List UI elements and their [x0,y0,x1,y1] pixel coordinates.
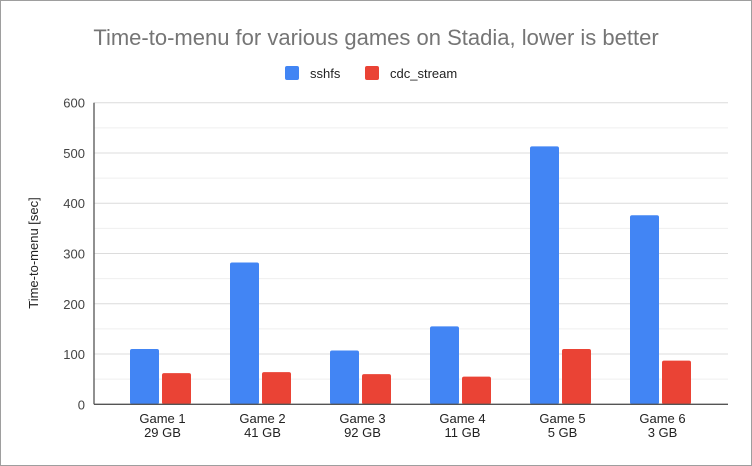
legend-swatch-sshfs [285,66,299,80]
bar-cdc_stream-4 [462,376,491,405]
y-axis-label: Time-to-menu [sec] [26,197,41,309]
legend: sshfs cdc_stream [285,66,457,81]
y-axis-ticks: 0 100 200 300 400 500 600 [63,96,85,413]
bar-cdc_stream-6 [662,360,691,405]
legend-label-sshfs: sshfs [310,66,341,81]
x-tick-label: 3 GB [648,425,678,440]
x-tick-label: Game 3 [339,411,385,426]
bar-cdc_stream-5 [562,349,591,405]
legend-swatch-cdc_stream [365,66,379,80]
chart-title: Time-to-menu for various games on Stadia… [93,25,658,50]
bars [130,146,691,405]
y-tick-label: 600 [63,96,85,111]
x-tick-label: 11 GB [445,425,481,440]
x-tick-label: 29 GB [144,425,181,440]
x-axis-ticks: Game 129 GB Game 241 GB Game 392 GB Game 41… [139,411,685,440]
y-tick-label: 300 [63,247,85,262]
bar-sshfs-4 [430,326,459,405]
bar-sshfs-6 [630,215,659,405]
x-tick-label: Game 4 [439,411,485,426]
x-tick-label: Game 1 [139,411,185,426]
bar-sshfs-5 [530,146,559,405]
bar-cdc_stream-2 [262,372,291,405]
bar-sshfs-1 [130,349,159,405]
x-tick-label: Game 2 [239,411,285,426]
y-tick-label: 400 [63,196,85,211]
x-tick-label: 5 GB [548,425,578,440]
bar-cdc_stream-1 [162,373,191,405]
x-tick-label: 41 GB [244,425,281,440]
y-tick-label: 0 [78,397,85,412]
x-tick-label: 92 GB [344,425,381,440]
bar-sshfs-3 [330,350,359,405]
x-tick-label: Game 6 [639,411,685,426]
y-tick-label: 100 [63,347,85,362]
legend-label-cdc_stream: cdc_stream [390,66,457,81]
bar-sshfs-2 [230,262,259,405]
y-tick-label: 500 [63,146,85,161]
axes [93,102,728,405]
x-tick-label: Game 5 [539,411,585,426]
bar-cdc_stream-3 [362,374,391,405]
y-tick-label: 200 [63,297,85,312]
